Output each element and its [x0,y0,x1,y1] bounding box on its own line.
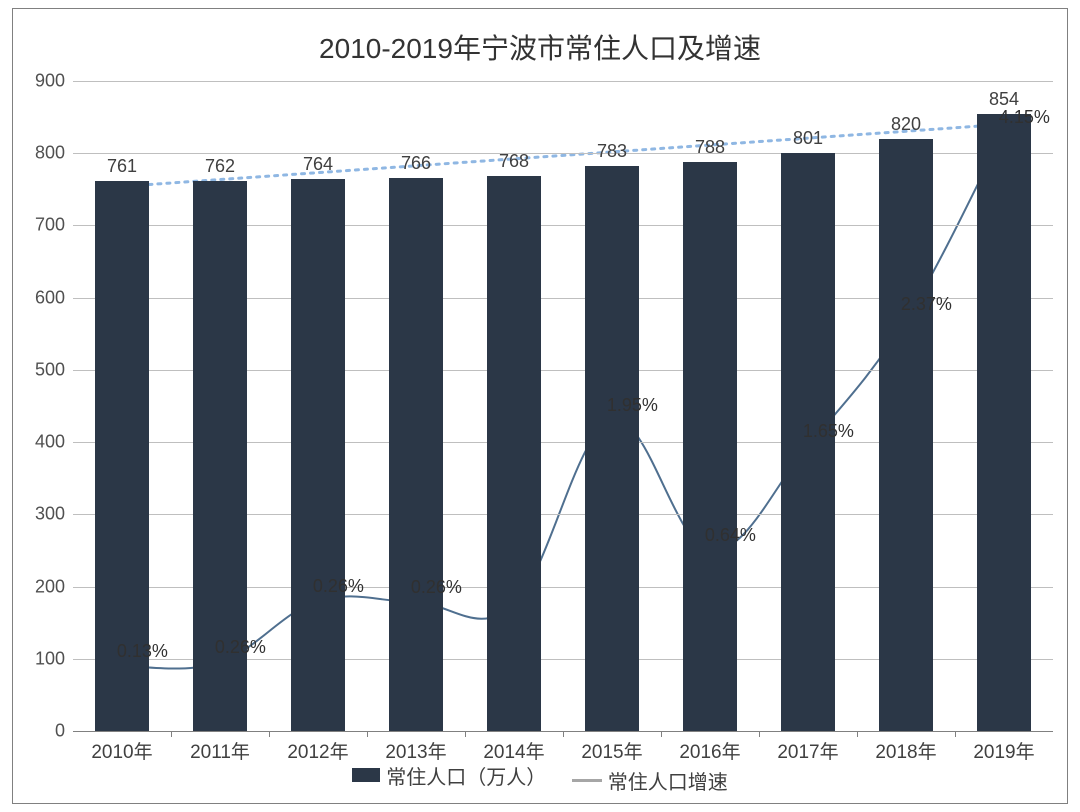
y-axis-tick-label: 0 [15,721,65,742]
y-axis-tick-label: 100 [15,648,65,669]
legend-label-line: 常住人口增速 [608,766,728,795]
growth-line-label: 0.64% [705,525,756,546]
x-tick-mark [367,731,368,737]
y-axis-tick-label: 300 [15,504,65,525]
legend-swatch-bar [352,768,380,782]
growth-line-label: 0.26% [215,637,266,658]
bar: 801 [781,153,835,732]
x-tick-mark [269,731,270,737]
bar: 783 [585,166,639,732]
bar: 788 [683,162,737,731]
growth-line-label: 1.95% [607,395,658,416]
legend-item-bars: 常住人口（万人） [352,761,546,790]
growth-line-label: 0.26% [313,576,364,597]
bar-value-label: 788 [695,137,725,158]
bar: 820 [879,139,933,731]
x-tick-mark [171,731,172,737]
growth-line-label: 4.15% [999,106,1050,127]
x-tick-mark [465,731,466,737]
y-axis-tick-label: 700 [15,215,65,236]
growth-line-label: 1.65% [803,421,854,442]
chart-container: 2010-2019年宁波市常住人口及增速 0100200300400500600… [12,8,1068,804]
legend-label-bars: 常住人口（万人） [386,761,546,790]
x-tick-mark [661,731,662,737]
trendline [122,124,1004,186]
growth-line-label: 2.37% [901,294,952,315]
bar-value-label: 764 [303,154,333,175]
chart-title: 2010-2019年宁波市常住人口及增速 [13,9,1067,77]
y-axis-tick-label: 600 [15,287,65,308]
growth-line-label: 0.26% [411,577,462,598]
x-tick-mark [563,731,564,737]
gridline [73,81,1053,82]
y-axis-tick-label: 200 [15,576,65,597]
x-tick-mark [759,731,760,737]
bar-value-label: 820 [891,114,921,135]
bar-value-label: 783 [597,141,627,162]
x-tick-mark [955,731,956,737]
growth-line-label: 0.13% [117,641,168,662]
y-axis-tick-label: 500 [15,359,65,380]
plot-area: 01002003004005006007008009002010年7612011… [73,81,1053,731]
bar: 764 [291,179,345,731]
bar-value-label: 766 [401,153,431,174]
bar: 766 [389,178,443,731]
y-axis-tick-label: 800 [15,143,65,164]
bar-value-label: 761 [107,156,137,177]
legend-swatch-line [572,779,602,782]
growth-line [122,132,1004,669]
bar: 768 [487,176,541,731]
legend: 常住人口（万人） 常住人口增速 [13,761,1067,796]
y-axis-tick-label: 400 [15,432,65,453]
legend-item-line: 常住人口增速 [572,766,728,795]
y-axis-tick-label: 900 [15,71,65,92]
bar-value-label: 768 [499,151,529,172]
bar-value-label: 801 [793,128,823,149]
bar-value-label: 762 [205,156,235,177]
bar: 854 [977,114,1031,731]
x-tick-mark [857,731,858,737]
